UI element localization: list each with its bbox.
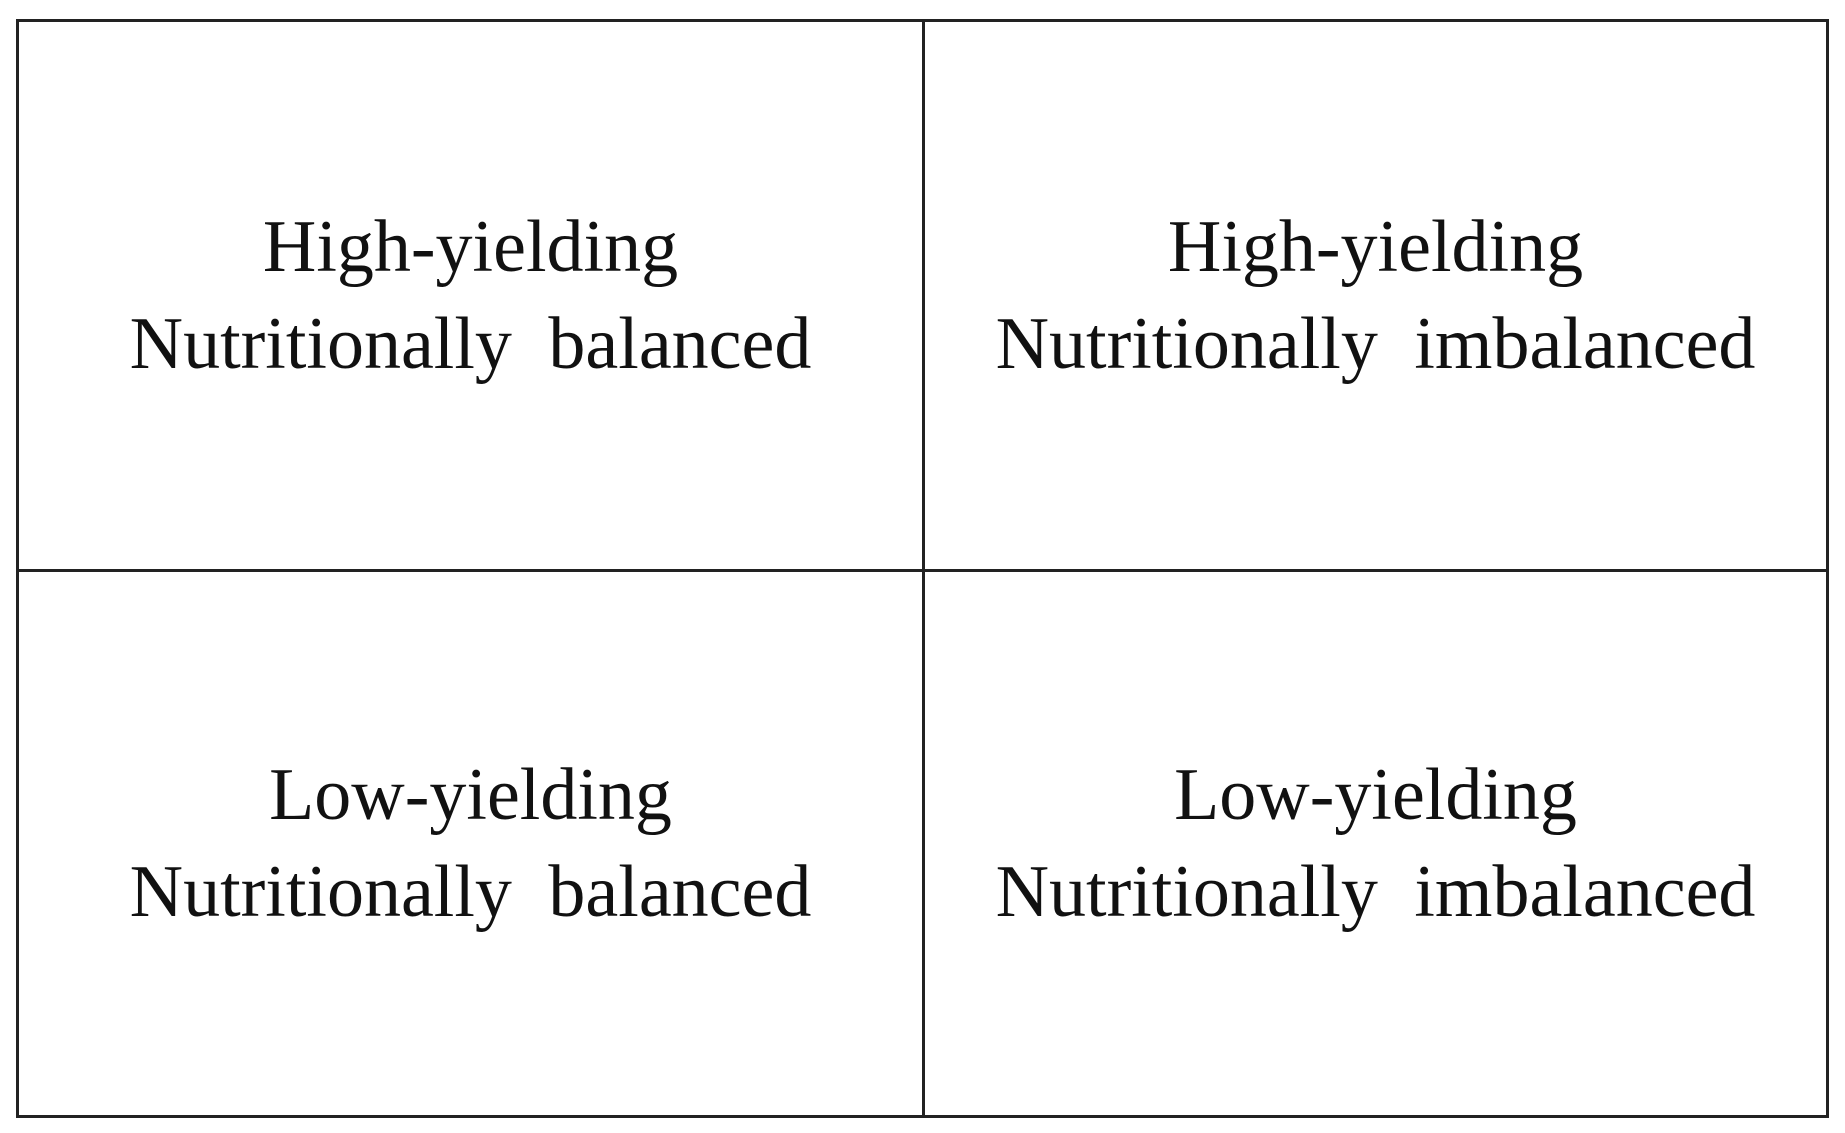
quadrant-matrix: High-yielding Nutritionally balanced High-… (16, 19, 1829, 1118)
nutrition-label: Nutritionally imbalanced (995, 850, 1756, 933)
yield-label: Low-yielding (1174, 753, 1577, 836)
nutrition-label: Nutritionally balanced (129, 302, 812, 385)
nutrition-label: Nutritionally imbalanced (995, 302, 1756, 385)
nutrition-label: Nutritionally balanced (129, 850, 812, 933)
yield-label: High-yielding (1167, 205, 1584, 288)
quadrant-cell: High-yielding Nutritionally balanced (19, 22, 925, 572)
yield-label: High-yielding (262, 205, 679, 288)
quadrant-cell: High-yielding Nutritionally imbalanced (925, 22, 1826, 572)
quadrant-cell: Low-yielding Nutritionally imbalanced (925, 572, 1826, 1115)
yield-label: Low-yielding (269, 753, 672, 836)
quadrant-cell: Low-yielding Nutritionally balanced (19, 572, 925, 1115)
